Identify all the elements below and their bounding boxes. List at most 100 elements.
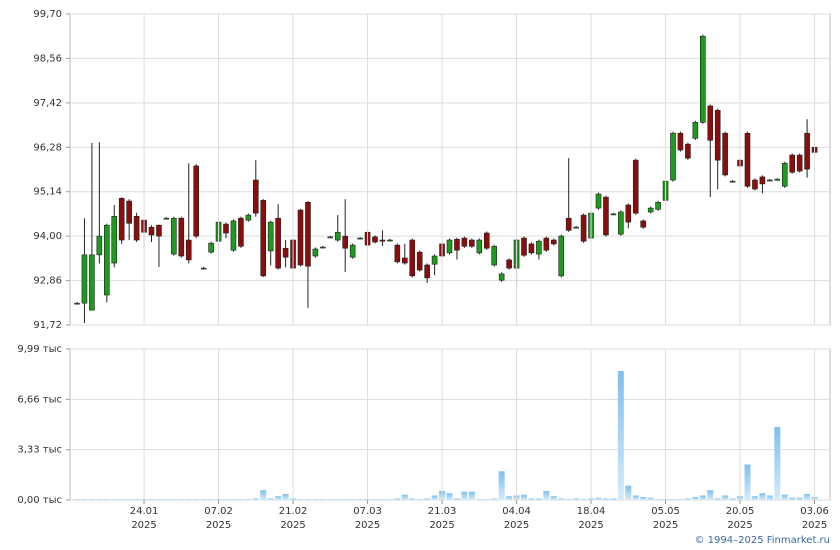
volume-bar [692, 496, 699, 500]
volume-bar [491, 498, 498, 500]
volume-bar [781, 494, 788, 500]
candle-body [729, 180, 736, 183]
volume-bar [394, 498, 401, 500]
candle-body [357, 237, 363, 240]
volume-bar [431, 495, 438, 500]
candle-body [454, 238, 460, 251]
volume-bar [103, 499, 110, 500]
volume-bar [312, 499, 319, 500]
volume-bar [372, 499, 378, 500]
candle-body [126, 200, 132, 224]
volume-bar [476, 499, 483, 500]
volume-bar [684, 498, 691, 500]
volume-bar [722, 495, 729, 500]
candle-body [677, 132, 684, 151]
volume-bar [744, 464, 751, 500]
volume-bar [632, 495, 639, 500]
volume-bar [178, 499, 185, 500]
candle-body [722, 132, 728, 176]
x-tick-label: 21.02 2025 [278, 506, 308, 531]
y-tick-label: 99,70 [33, 9, 62, 20]
candle-body [133, 215, 140, 241]
volume-bar [625, 485, 632, 500]
candle-body [714, 109, 721, 161]
candle-body [401, 257, 408, 264]
y-tick-label: 95,14 [33, 187, 62, 198]
x-tick-label: 05.05 2025 [651, 506, 680, 531]
volume-bar [118, 499, 125, 500]
candle-body [118, 198, 125, 241]
candle-body [372, 236, 378, 243]
candle-body [699, 35, 706, 123]
candle-body [89, 254, 95, 311]
volume-bar [155, 499, 162, 500]
candle-body [238, 217, 244, 247]
volume-bar [349, 499, 356, 500]
y-tick-label: 96,28 [33, 142, 62, 153]
candle-body [305, 201, 311, 267]
candle-body [446, 239, 453, 254]
volume-bar [655, 499, 662, 500]
volume-bar [223, 499, 229, 500]
candle-body [342, 235, 349, 249]
volume-bar [275, 496, 282, 500]
y-tick-label: 98,56 [33, 53, 62, 64]
volume-bar [461, 491, 468, 500]
candle-body [185, 239, 192, 261]
volume-bar [88, 499, 95, 500]
candle-body [595, 193, 602, 209]
candle-body [260, 199, 267, 277]
candle-body [536, 240, 542, 255]
candle-body [230, 220, 237, 251]
candle-body [781, 162, 788, 187]
candle-body [759, 176, 766, 185]
volume-bar [96, 499, 103, 500]
candle-body [312, 248, 319, 257]
volume-bar [565, 499, 572, 500]
volume-bar [528, 498, 535, 500]
volume-bar [483, 499, 490, 500]
volume-bar [379, 499, 386, 500]
volume-bar [759, 493, 766, 500]
volume-bar [245, 499, 252, 500]
candle-body [603, 196, 609, 236]
volume-bar [163, 499, 170, 500]
volume-bar [766, 495, 773, 500]
candle-body [476, 239, 483, 254]
candle-body [543, 237, 550, 251]
volume-bar [319, 499, 326, 500]
candle-body [580, 214, 587, 242]
volume-bar [252, 498, 259, 500]
candle-body [498, 273, 505, 281]
candle-body [796, 154, 803, 172]
candle-body [804, 132, 810, 170]
volume-bar [193, 499, 200, 500]
volume-bar [498, 471, 505, 500]
candle-body [774, 178, 781, 181]
x-tick-label: 07.03 2025 [353, 506, 382, 531]
candle-body [632, 159, 639, 214]
volume-bar [535, 498, 542, 500]
volume-bar [200, 499, 207, 500]
y-tick-label: 91,72 [33, 320, 62, 331]
volume-bar [729, 498, 736, 500]
candle-body [163, 217, 170, 220]
candle-body [424, 264, 430, 279]
candle-body [200, 267, 207, 270]
volume-bar [446, 493, 453, 500]
x-tick-label: 04.04 2025 [502, 506, 531, 531]
candle-body [670, 132, 676, 181]
candle-body [81, 254, 88, 304]
candle-body [74, 302, 80, 305]
candle-body [178, 217, 185, 257]
footer: © 1994–2025 Finmarket.ru [694, 535, 830, 546]
candle-body [789, 154, 796, 173]
candle-body [565, 217, 572, 231]
candle-body [469, 239, 475, 247]
candle-body [550, 239, 557, 245]
volume-bar [751, 496, 758, 500]
candle-body [491, 245, 498, 266]
volume-bar [595, 497, 602, 500]
candle-body [223, 223, 229, 234]
